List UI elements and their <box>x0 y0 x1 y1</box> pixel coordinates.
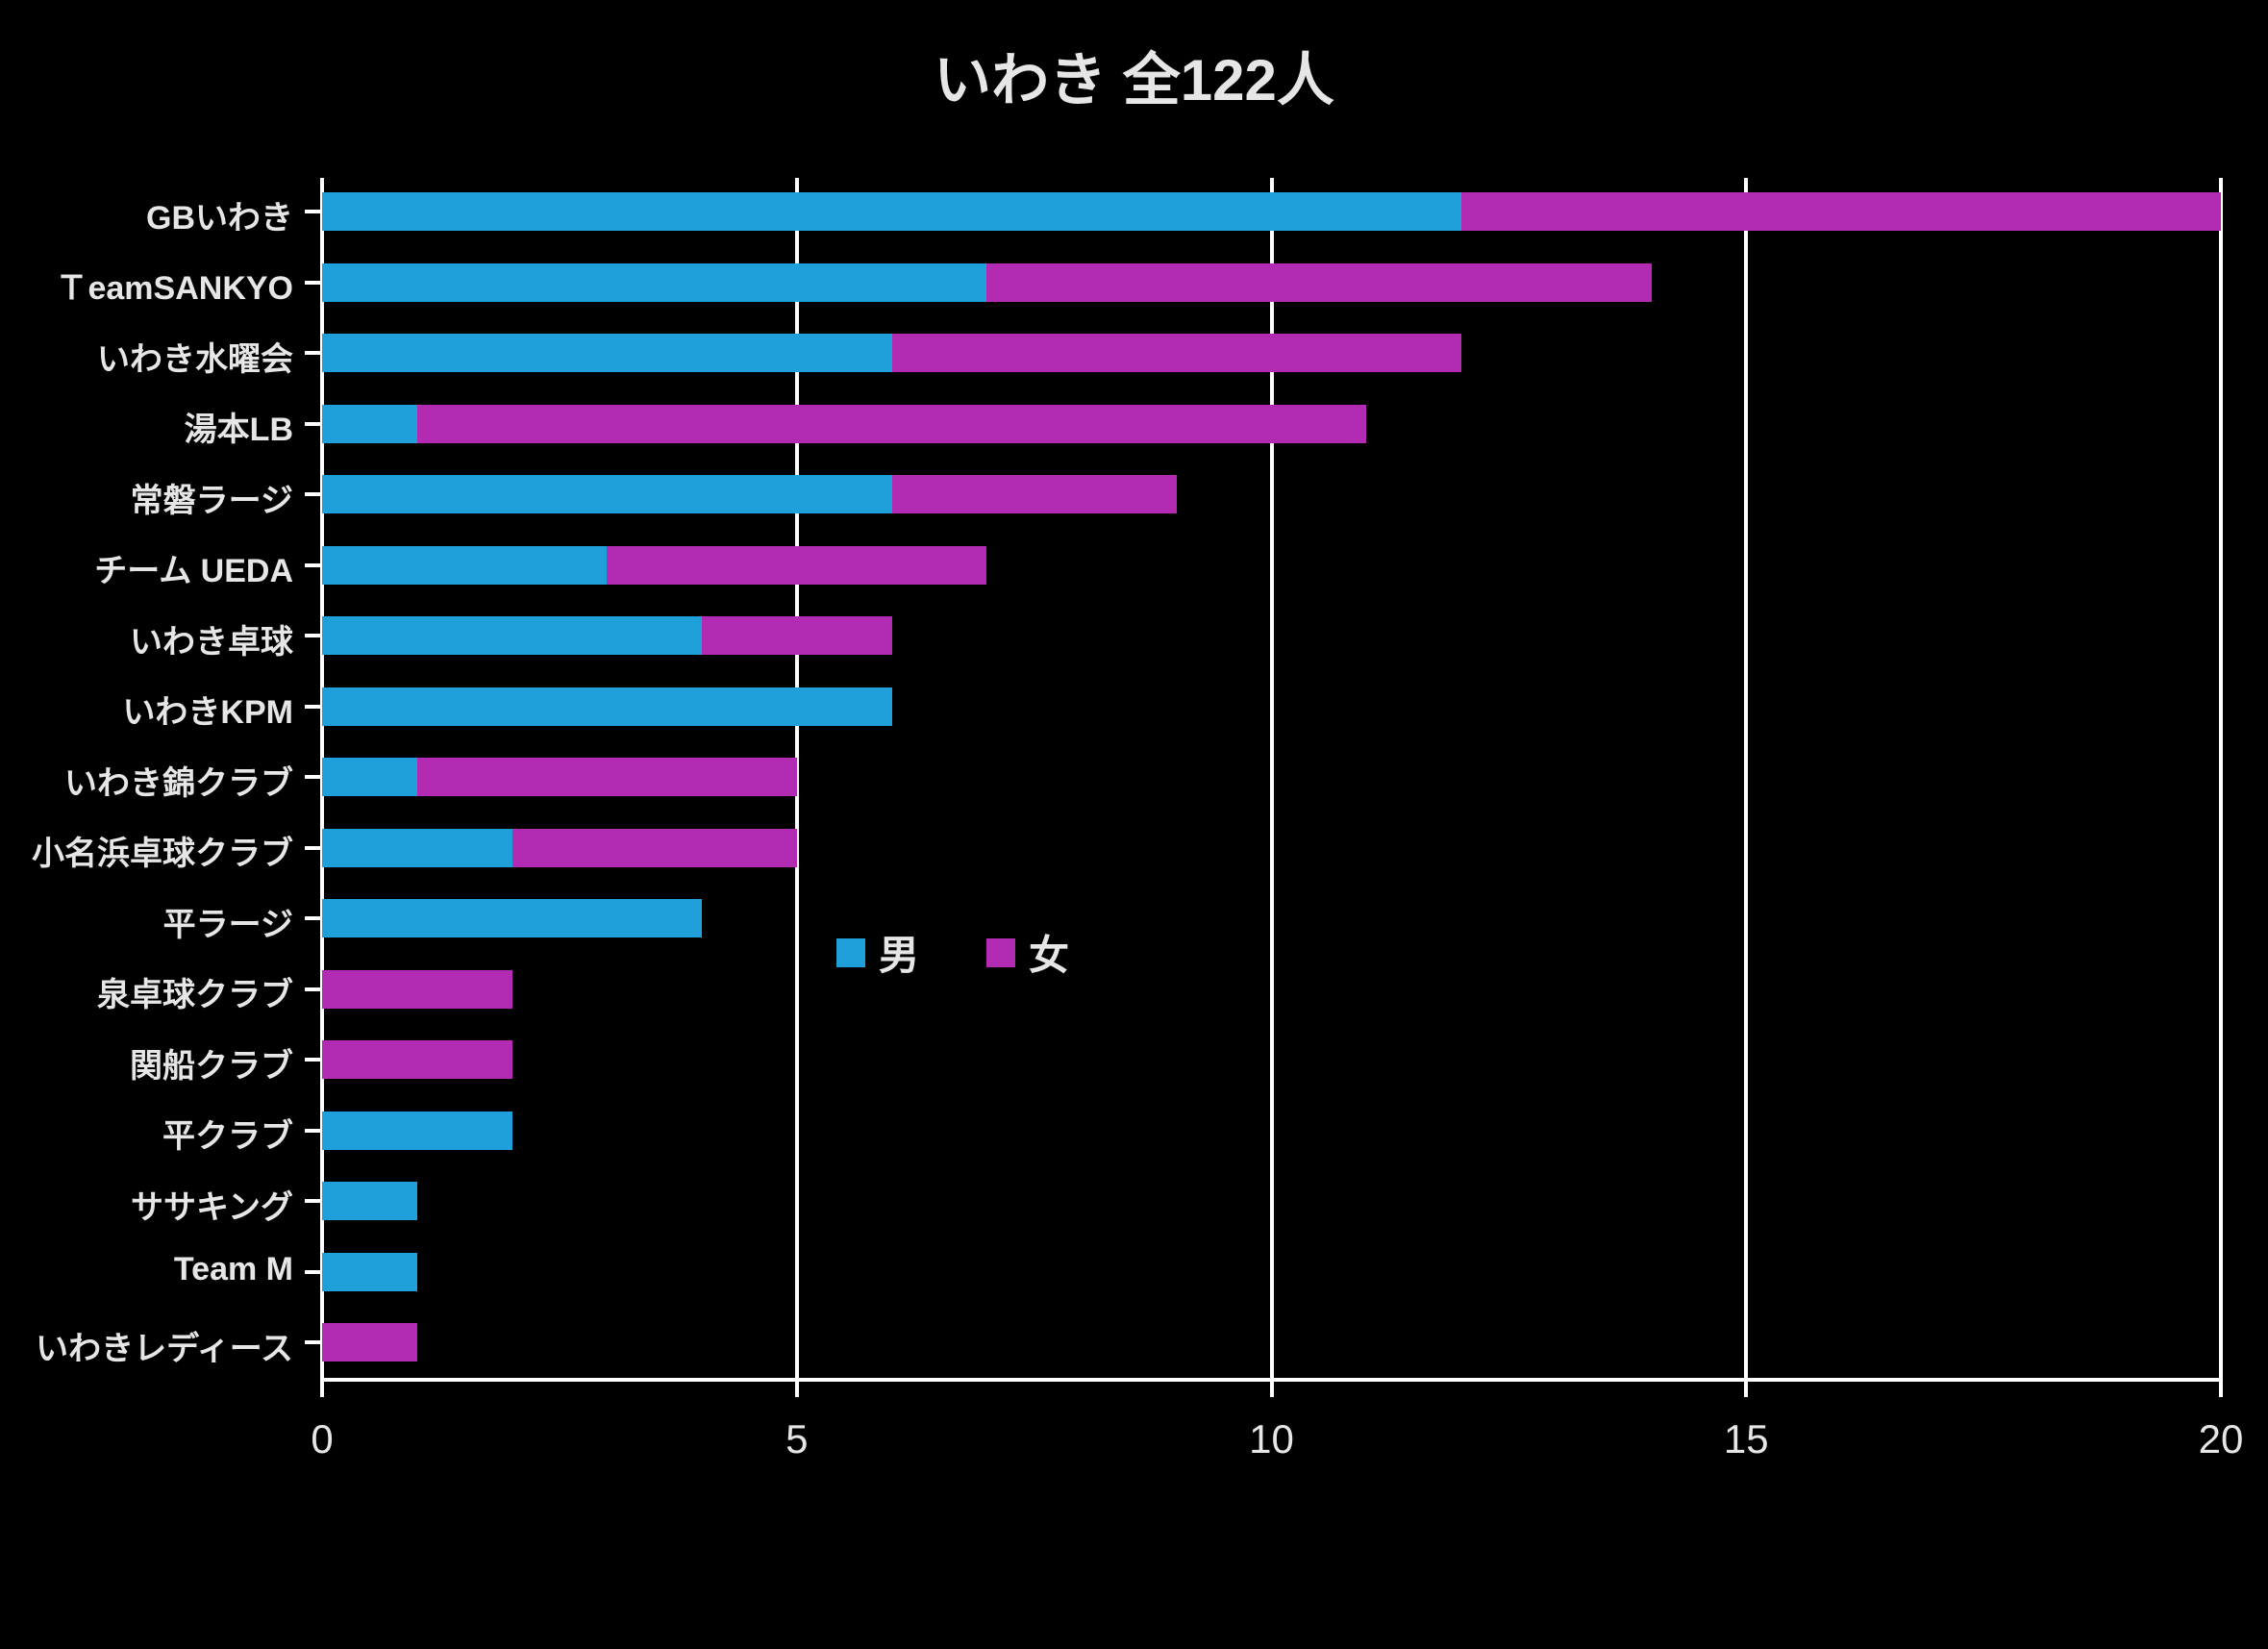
bar-female <box>322 1323 417 1362</box>
category-label: いわき水曜会 <box>97 333 293 380</box>
category-label: いわき卓球 <box>130 615 293 662</box>
y-tick <box>305 492 322 496</box>
bar-male <box>322 899 702 937</box>
chart-root: いわき 全122人 0 5 10 15 20 GBいわき ＴeamSANKYO いわき水曜会湯… <box>0 0 2268 1649</box>
x-tick-label: 0 <box>311 1416 333 1462</box>
category-label: GBいわき <box>146 191 293 238</box>
y-tick <box>305 1340 322 1344</box>
bar-male <box>322 405 417 443</box>
x-tick <box>2219 1380 2223 1397</box>
x-tick <box>1744 1380 1748 1397</box>
category-label: 平ラージ <box>163 898 293 945</box>
bar-male <box>322 475 892 513</box>
category-label: いわき錦クラブ <box>64 757 293 804</box>
y-tick <box>305 1199 322 1203</box>
y-tick <box>305 1058 322 1062</box>
bar-female <box>702 616 892 655</box>
category-label: 小名浜卓球クラブ <box>32 827 293 874</box>
bar-female <box>322 1040 512 1079</box>
legend-label: 男 <box>879 923 919 982</box>
y-tick <box>305 846 322 850</box>
bar-male <box>322 758 417 796</box>
category-label: 常磐ラージ <box>131 474 293 521</box>
bar-female <box>892 334 1462 372</box>
legend-swatch <box>986 938 1015 967</box>
x-tick-label: 15 <box>1724 1416 1769 1462</box>
chart-title: いわき 全122人 <box>0 34 2268 117</box>
category-label: いわきKPM <box>122 686 293 733</box>
bar-male <box>322 334 892 372</box>
legend-item: 男 <box>836 923 919 982</box>
bar-female <box>417 405 1367 443</box>
category-label: 湯本LB <box>185 403 293 450</box>
category-label: ＴeamSANKYO <box>55 262 293 309</box>
y-tick <box>305 563 322 567</box>
category-label: 平クラブ <box>162 1110 293 1157</box>
bar-male <box>322 616 702 655</box>
x-tick-label: 10 <box>1249 1416 1294 1462</box>
y-tick <box>305 775 322 779</box>
bar-female <box>892 475 1177 513</box>
y-tick <box>305 422 322 426</box>
x-tick-label: 20 <box>2199 1416 2244 1462</box>
y-tick <box>305 1270 322 1274</box>
category-label: 泉卓球クラブ <box>97 968 293 1015</box>
bar-female <box>512 829 797 867</box>
bar-female <box>417 758 797 796</box>
bar-male <box>322 1112 512 1150</box>
x-tick <box>320 1380 324 1397</box>
legend-swatch <box>836 938 865 967</box>
y-tick <box>305 705 322 709</box>
category-label: ササキング <box>131 1181 293 1228</box>
category-label: いわきレディース <box>36 1322 293 1369</box>
bar-male <box>322 1253 417 1291</box>
legend-item: 女 <box>986 923 1069 982</box>
bar-male <box>322 687 892 726</box>
x-tick <box>795 1380 799 1397</box>
category-label: 関船クラブ <box>130 1039 293 1087</box>
bar-female <box>986 263 1651 302</box>
legend-label: 女 <box>1029 923 1069 982</box>
bar-female <box>607 546 986 585</box>
gridline <box>1744 178 1748 1380</box>
bar-male <box>322 1182 417 1220</box>
bar-female <box>322 970 512 1009</box>
bar-male <box>322 829 512 867</box>
y-tick <box>305 281 322 285</box>
y-tick <box>305 916 322 920</box>
y-tick <box>305 1129 322 1133</box>
x-tick-label: 5 <box>785 1416 808 1462</box>
bar-female <box>1461 192 2221 231</box>
category-label: Team M <box>174 1251 293 1288</box>
bar-male <box>322 192 1461 231</box>
gridline <box>2219 178 2223 1380</box>
y-tick <box>305 210 322 213</box>
legend: 男女 <box>836 923 1069 982</box>
category-label: チーム UEDA <box>94 544 293 591</box>
y-tick <box>305 987 322 991</box>
y-tick <box>305 634 322 637</box>
bar-male <box>322 263 986 302</box>
y-tick <box>305 351 322 355</box>
x-tick <box>1270 1380 1274 1397</box>
bar-male <box>322 546 607 585</box>
